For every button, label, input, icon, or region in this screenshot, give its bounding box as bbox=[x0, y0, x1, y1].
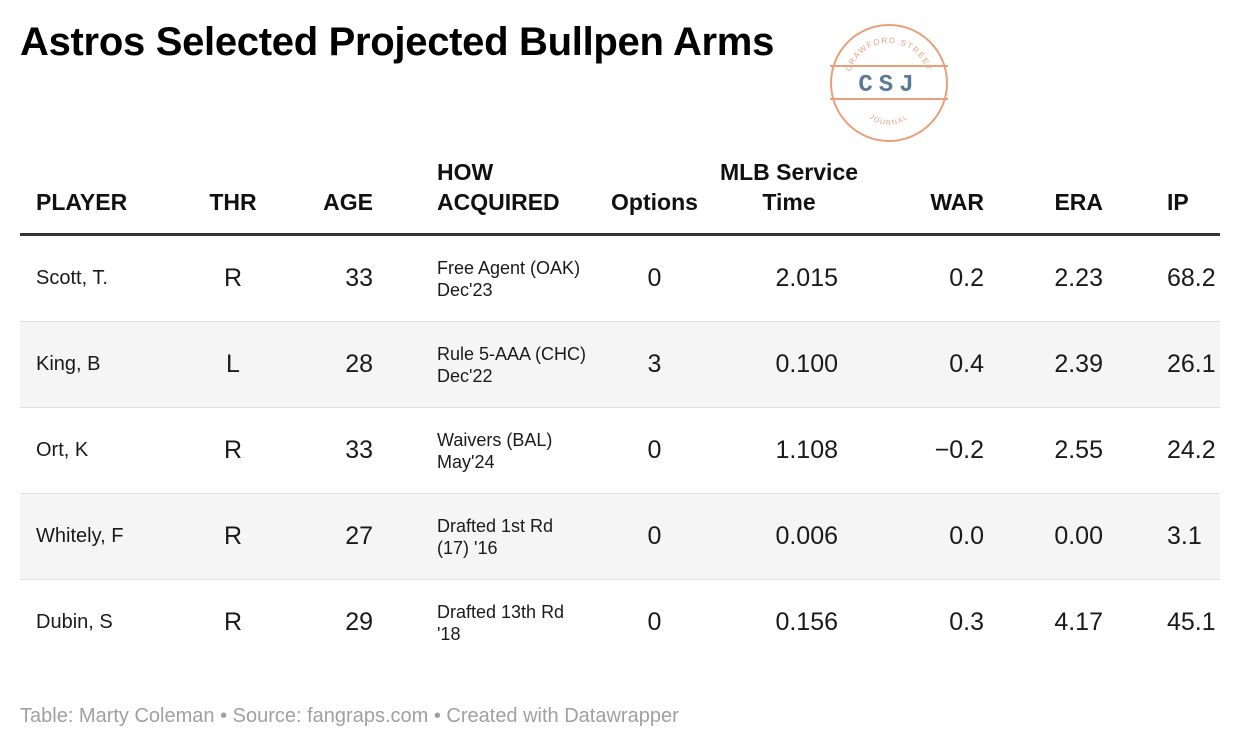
table-row: King, B L 28 Rule 5-AAA (CHC) Dec'22 3 0… bbox=[20, 321, 1220, 408]
cell-service-time: 0.156 bbox=[775, 608, 838, 636]
table-row: Dubin, S R 29 Drafted 13th Rd '18 0 0.15… bbox=[20, 580, 1220, 666]
col-header-thr: THR bbox=[193, 122, 273, 236]
cell-war: 0.0 bbox=[864, 493, 984, 580]
cell-how-acquired: Rule 5-AAA (CHC) Dec'22 bbox=[437, 343, 587, 386]
cell-ip: 3.1 bbox=[1103, 493, 1220, 580]
cell-player: Ort, K bbox=[20, 407, 193, 494]
header-row: PLAYER THR AGE HOW ACQUIRED Options MLB … bbox=[20, 122, 1220, 236]
col-header-options: Options bbox=[595, 122, 714, 236]
chart-title: Astros Selected Projected Bullpen Arms bbox=[20, 20, 775, 64]
cell-how-acquired: Drafted 13th Rd '18 bbox=[437, 601, 565, 644]
logo-top-text: CRAWFORD STREET bbox=[844, 36, 933, 73]
table-row: Whitely, F R 27 Drafted 1st Rd (17) '16 … bbox=[20, 493, 1220, 580]
cell-war: 0.4 bbox=[864, 321, 984, 408]
csj-logo: CRAWFORD STREET CSJ JOURNAL bbox=[830, 24, 948, 142]
cell-ip: 68.2 bbox=[1103, 234, 1220, 322]
cell-how-acquired: Drafted 1st Rd (17) '16 bbox=[437, 515, 554, 558]
cell-player: Whitely, F bbox=[20, 493, 193, 580]
cell-player: Dubin, S bbox=[36, 611, 113, 633]
cell-war: −0.2 bbox=[864, 407, 984, 494]
cell-options: 3 bbox=[595, 321, 714, 408]
cell-thr: R bbox=[193, 234, 273, 322]
cell-service-time: 0.100 bbox=[714, 321, 864, 408]
col-header-service-time: MLB Service Time bbox=[714, 122, 864, 236]
cell-era: 2.23 bbox=[984, 234, 1103, 322]
cell-war: 0.3 bbox=[949, 608, 984, 636]
cell-thr: R bbox=[193, 407, 273, 494]
cell-war: 0.2 bbox=[864, 234, 984, 322]
cell-thr: R bbox=[193, 493, 273, 580]
table-row: Ort, K R 33 Waivers (BAL) May'24 0 1.108… bbox=[20, 407, 1220, 494]
cell-era: 2.39 bbox=[984, 321, 1103, 408]
cell-age: 33 bbox=[273, 407, 373, 494]
logo-initials: CSJ bbox=[858, 72, 919, 99]
table-row: Scott, T. R 33 Free Agent (OAK) Dec'23 0… bbox=[20, 234, 1220, 322]
bullpen-table: PLAYER THR AGE HOW ACQUIRED Options MLB … bbox=[20, 122, 1220, 665]
cell-thr: R bbox=[223, 608, 243, 636]
cell-player: King, B bbox=[20, 321, 193, 408]
cell-thr: L bbox=[193, 321, 273, 408]
cell-ip: 26.1 bbox=[1103, 321, 1220, 408]
cell-how-acquired: Free Agent (OAK) Dec'23 bbox=[437, 257, 581, 300]
cell-options: 0 bbox=[647, 608, 662, 636]
cell-ip: 45.1 bbox=[1167, 608, 1216, 636]
col-header-player: PLAYER bbox=[20, 122, 193, 236]
cell-ip: 24.2 bbox=[1103, 407, 1220, 494]
cell-options: 0 bbox=[595, 407, 714, 494]
cell-era: 2.55 bbox=[984, 407, 1103, 494]
col-header-ip: IP bbox=[1103, 122, 1220, 236]
source-footer: Table: Marty Coleman • Source: fangraps.… bbox=[20, 705, 679, 727]
cell-age: 28 bbox=[273, 321, 373, 408]
cell-service-time: 2.015 bbox=[714, 234, 864, 322]
cell-era: 4.17 bbox=[1054, 608, 1103, 636]
cell-player: Scott, T. bbox=[20, 234, 193, 322]
cell-age: 27 bbox=[273, 493, 373, 580]
cell-options: 0 bbox=[595, 493, 714, 580]
col-header-era: ERA bbox=[984, 122, 1103, 236]
col-header-how-acquired: HOW ACQUIRED bbox=[373, 122, 595, 236]
cell-service-time: 0.006 bbox=[714, 493, 864, 580]
cell-age: 29 bbox=[345, 608, 373, 636]
svg-text:CRAWFORD STREET: CRAWFORD STREET bbox=[844, 36, 934, 73]
col-header-age: AGE bbox=[273, 122, 373, 236]
cell-age: 33 bbox=[273, 234, 373, 322]
cell-service-time: 1.108 bbox=[714, 407, 864, 494]
col-header-war: WAR bbox=[864, 122, 984, 236]
cell-options: 0 bbox=[595, 234, 714, 322]
cell-how-acquired: Waivers (BAL) May'24 bbox=[437, 429, 553, 472]
cell-era: 0.00 bbox=[984, 493, 1103, 580]
